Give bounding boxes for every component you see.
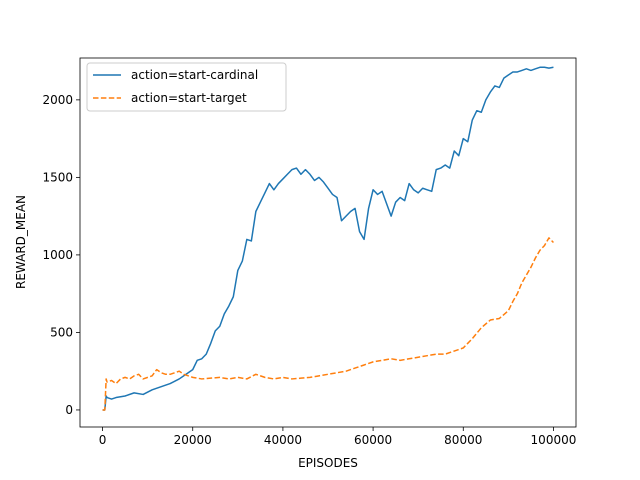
y-tick-label: 1000 (42, 248, 73, 262)
x-axis-label: EPISODES (298, 456, 358, 470)
legend: action=start-cardinal action=start-targe… (86, 62, 287, 112)
x-tick-label: 100000 (531, 433, 577, 447)
y-tick-label: 1500 (42, 170, 73, 184)
legend-label-start-cardinal: action=start-cardinal (131, 68, 258, 82)
legend-label-start-target: action=start-target (131, 91, 247, 105)
axis-ticks: 0 20000 40000 60000 80000 100000 0 500 1000 1500 2… (42, 93, 576, 447)
x-tick-label: 80000 (444, 433, 482, 447)
x-tick-label: 60000 (354, 433, 392, 447)
y-axis-label: REWARD_MEAN (14, 195, 28, 289)
y-tick-label: 2000 (42, 93, 73, 107)
y-tick-label: 500 (50, 325, 73, 339)
y-tick-label: 0 (65, 403, 73, 417)
x-tick-label: 0 (99, 433, 107, 447)
series-line-start-target (102, 237, 554, 411)
plot-frame (79, 57, 577, 428)
legend-box (86, 62, 287, 112)
x-tick-label: 20000 (174, 433, 212, 447)
plot-area (102, 66, 554, 411)
series-line-start-cardinal (102, 66, 554, 411)
x-tick-label: 40000 (264, 433, 302, 447)
